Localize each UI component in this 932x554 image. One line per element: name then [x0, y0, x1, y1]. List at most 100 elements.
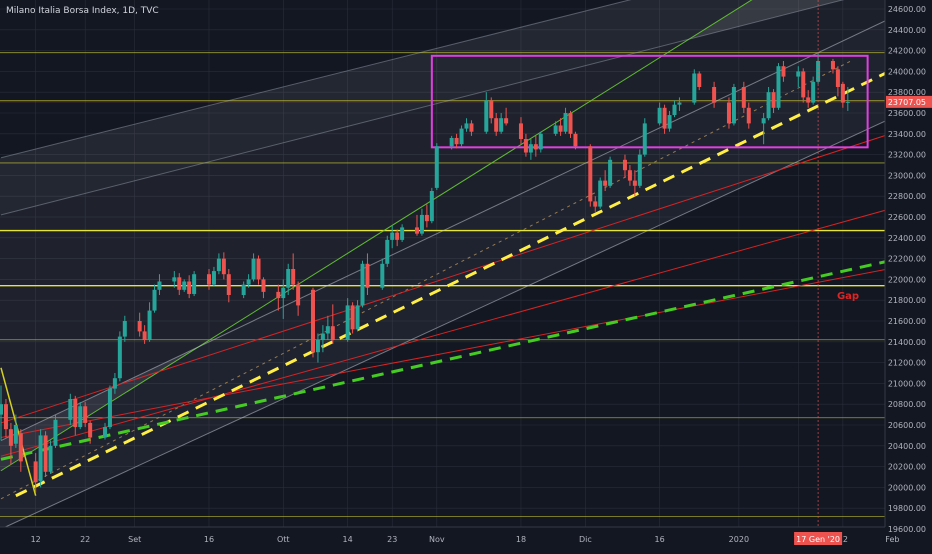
- candle[interactable]: [276, 284, 281, 311]
- candle[interactable]: [286, 263, 291, 295]
- candle[interactable]: [712, 81, 717, 108]
- candle[interactable]: [464, 118, 469, 132]
- candle[interactable]: [48, 440, 53, 474]
- candle[interactable]: [840, 81, 845, 108]
- candle[interactable]: [8, 422, 13, 465]
- candle[interactable]: [637, 149, 642, 188]
- candle[interactable]: [726, 97, 731, 129]
- candle[interactable]: [622, 154, 627, 178]
- candle[interactable]: [211, 266, 216, 287]
- candle[interactable]: [182, 279, 187, 292]
- candle[interactable]: [796, 66, 801, 87]
- candle[interactable]: [776, 63, 781, 110]
- candle[interactable]: [563, 107, 568, 134]
- candle[interactable]: [107, 385, 112, 430]
- candle[interactable]: [558, 118, 563, 136]
- candle[interactable]: [568, 110, 573, 138]
- candle[interactable]: [830, 58, 835, 74]
- candle[interactable]: [538, 131, 543, 153]
- candle[interactable]: [261, 277, 266, 299]
- candle[interactable]: [325, 315, 330, 340]
- candle[interactable]: [360, 260, 365, 308]
- candle[interactable]: [157, 274, 162, 295]
- candle[interactable]: [216, 253, 221, 275]
- candle[interactable]: [667, 110, 672, 132]
- candle[interactable]: [657, 102, 662, 126]
- candle[interactable]: [137, 312, 142, 337]
- candle[interactable]: [642, 118, 647, 157]
- candle[interactable]: [677, 97, 682, 111]
- candle[interactable]: [761, 113, 766, 145]
- candle[interactable]: [33, 453, 38, 493]
- candle[interactable]: [419, 208, 424, 236]
- candle[interactable]: [811, 76, 816, 105]
- candle[interactable]: [484, 92, 489, 134]
- candle[interactable]: [593, 196, 598, 212]
- candle[interactable]: [573, 131, 578, 150]
- candle[interactable]: [741, 81, 746, 113]
- candle[interactable]: [310, 287, 315, 358]
- candle[interactable]: [3, 399, 8, 438]
- candle[interactable]: [380, 258, 385, 290]
- candle[interactable]: [241, 281, 246, 299]
- candle[interactable]: [112, 373, 117, 394]
- candle[interactable]: [18, 429, 23, 472]
- candle[interactable]: [390, 225, 395, 249]
- candle[interactable]: [553, 121, 558, 136]
- candle[interactable]: [766, 87, 771, 121]
- candle[interactable]: [499, 113, 504, 134]
- candle[interactable]: [801, 68, 806, 103]
- candle[interactable]: [365, 253, 370, 295]
- candle[interactable]: [221, 252, 226, 280]
- candle[interactable]: [147, 302, 152, 342]
- candle[interactable]: [53, 414, 58, 448]
- candle[interactable]: [117, 331, 122, 382]
- candle[interactable]: [504, 107, 509, 126]
- candle[interactable]: [523, 133, 528, 157]
- candle[interactable]: [414, 214, 419, 236]
- candle[interactable]: [78, 402, 83, 430]
- candle[interactable]: [489, 97, 494, 124]
- candle[interactable]: [632, 170, 637, 197]
- candle[interactable]: [400, 224, 405, 242]
- candle[interactable]: [598, 177, 603, 209]
- candle[interactable]: [424, 204, 429, 228]
- candle[interactable]: [518, 117, 523, 145]
- candle[interactable]: [68, 393, 73, 425]
- candle[interactable]: [588, 144, 593, 207]
- candle[interactable]: [627, 165, 632, 186]
- candle[interactable]: [662, 104, 667, 134]
- candle[interactable]: [177, 273, 182, 295]
- candle[interactable]: [429, 187, 434, 224]
- candle[interactable]: [746, 102, 751, 129]
- candle[interactable]: [454, 133, 459, 149]
- candle[interactable]: [806, 90, 811, 108]
- candle[interactable]: [603, 170, 608, 191]
- candle[interactable]: [528, 139, 533, 160]
- candle[interactable]: [395, 229, 400, 247]
- candle[interactable]: [469, 120, 474, 136]
- candle[interactable]: [291, 253, 296, 290]
- candle[interactable]: [330, 304, 335, 344]
- candle[interactable]: [13, 414, 18, 448]
- candle[interactable]: [256, 255, 261, 285]
- candle[interactable]: [320, 325, 325, 353]
- candle[interactable]: [192, 271, 197, 297]
- candle[interactable]: [350, 302, 355, 334]
- candles-layer[interactable]: [0, 52, 850, 493]
- candle[interactable]: [459, 125, 464, 147]
- candle[interactable]: [449, 135, 454, 150]
- candle[interactable]: [672, 100, 677, 118]
- candle[interactable]: [187, 275, 192, 299]
- candle[interactable]: [385, 235, 390, 267]
- candle[interactable]: [88, 420, 93, 444]
- candle[interactable]: [345, 298, 350, 342]
- candle[interactable]: [251, 253, 256, 282]
- candle[interactable]: [281, 279, 286, 319]
- candle[interactable]: [315, 333, 320, 363]
- candle[interactable]: [246, 274, 251, 288]
- candle[interactable]: [152, 284, 157, 313]
- candle[interactable]: [83, 402, 88, 428]
- candle[interactable]: [142, 325, 147, 344]
- candle[interactable]: [608, 156, 613, 188]
